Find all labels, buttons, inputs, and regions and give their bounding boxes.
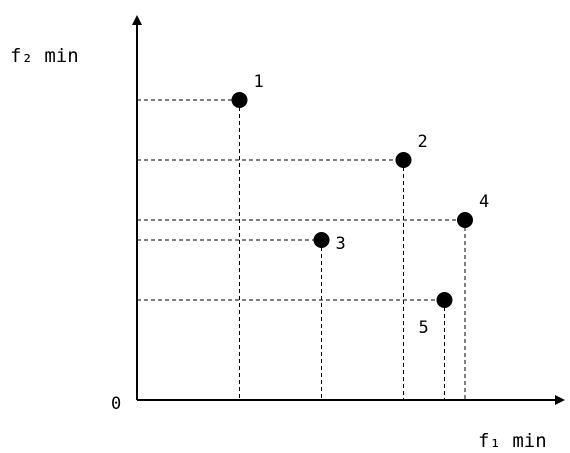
point-4 [457, 212, 473, 228]
projection-guides [137, 99, 466, 400]
x-axis-label: f₁ min [478, 430, 547, 452]
point-label-5: 5 [419, 318, 429, 338]
point-1 [231, 92, 248, 108]
point-label-3: 3 [336, 234, 346, 254]
y-axis-label: f₂ min [10, 45, 79, 67]
point-label-2: 2 [418, 132, 428, 152]
point-2 [395, 152, 412, 168]
point-5 [436, 292, 453, 308]
origin-label: 0 [111, 394, 121, 414]
point-label-1: 1 [254, 72, 264, 92]
point-label-4: 4 [479, 192, 489, 212]
point-3 [313, 232, 330, 248]
data-points: 1 2 3 4 5 [231, 72, 489, 338]
